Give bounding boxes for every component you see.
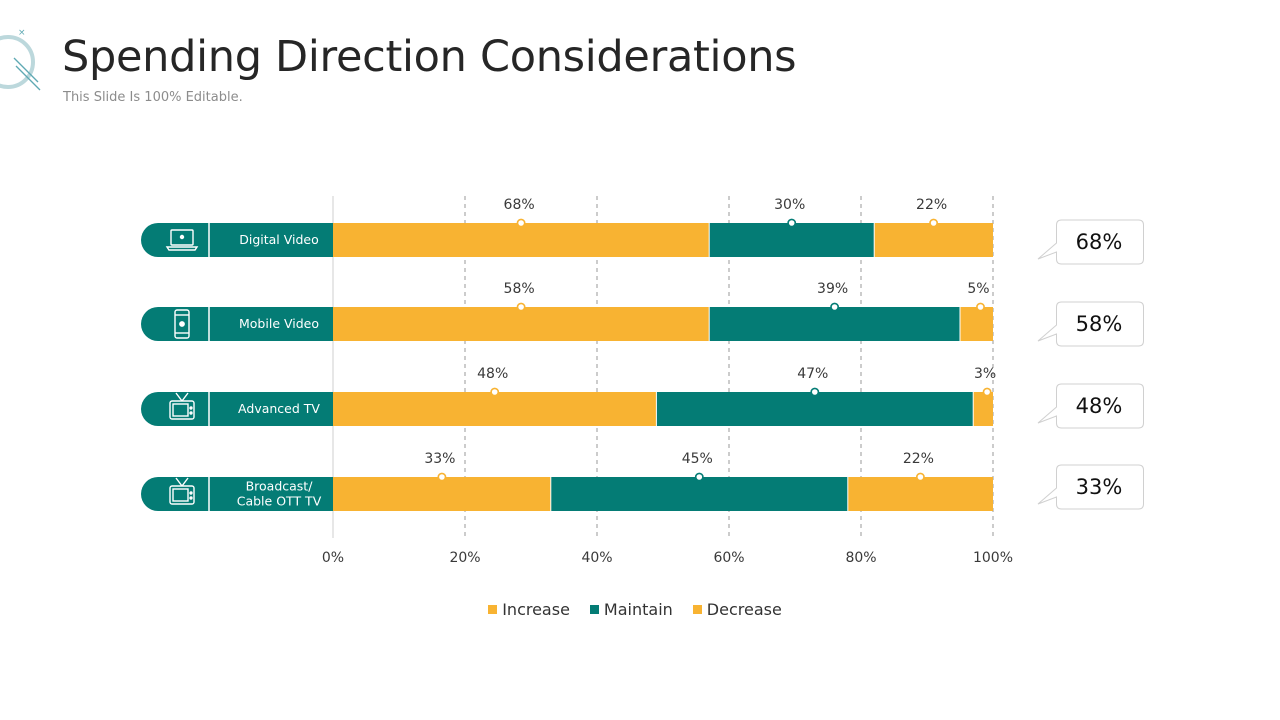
bar-segment-decrease (874, 223, 993, 257)
category-label-line: Mobile Video (239, 316, 319, 331)
bar-segment-maintain (709, 307, 960, 341)
bar-segment-increase (333, 477, 551, 511)
data-point-marker (437, 472, 447, 482)
category-label: Broadcast/Cable OTT TV (237, 479, 322, 509)
callout-bubble-shape (1037, 219, 1144, 265)
category-pill-digital-video (141, 223, 333, 257)
legend-item-increase: Increase (488, 600, 570, 619)
data-point-marker (830, 302, 839, 312)
category-label-line: Advanced TV (238, 401, 320, 416)
callout-bubble-shape (1037, 464, 1144, 510)
x-tick-label: 80% (845, 550, 876, 566)
data-label-maintain: 45% (682, 451, 713, 467)
data-label-decrease: 5% (967, 281, 989, 297)
data-point-marker (787, 218, 797, 228)
page-title: Spending Direction Considerations (62, 32, 797, 82)
legend-label-increase: Increase (502, 600, 570, 619)
x-tick-label: 20% (449, 550, 480, 566)
callout-broadcast-cable-ott-tv: 33% (1036, 464, 1146, 510)
data-label-maintain: 30% (774, 197, 805, 213)
bar-segment-maintain (709, 223, 875, 257)
data-point-marker (694, 472, 704, 482)
data-label-decrease: 22% (916, 197, 947, 213)
data-label-increase: 68% (504, 197, 535, 213)
legend-swatch-decrease (692, 605, 702, 614)
data-point-marker (516, 302, 526, 312)
legend-swatch-maintain (589, 605, 599, 614)
data-label-decrease: 22% (903, 451, 934, 467)
x-tick-label: 60% (713, 550, 744, 566)
data-point-marker (490, 387, 500, 397)
data-label-increase: 58% (504, 281, 535, 297)
callout-bubble-shape (1037, 301, 1144, 347)
callout-bubble-shape (1037, 383, 1144, 429)
bar-segment-maintain (550, 477, 848, 511)
legend-item-decrease: Decrease (692, 600, 782, 619)
data-point-marker (976, 302, 985, 312)
legend-label-maintain: Maintain (603, 600, 673, 619)
callout-value: 68% (1075, 230, 1123, 254)
callout-value: 48% (1075, 394, 1123, 418)
tv-icon (169, 477, 195, 505)
callout-digital-video: 68% (1036, 219, 1146, 265)
bar-segment-increase (333, 392, 657, 426)
data-label-increase: 33% (424, 451, 455, 467)
laptop-icon (165, 229, 199, 251)
bar-segment-decrease (960, 307, 993, 341)
x-tick-label: 100% (973, 550, 1013, 566)
category-label-line: Digital Video (239, 232, 319, 247)
callout-value: 33% (1075, 475, 1123, 499)
decorative-circle-graphic: × (0, 28, 41, 91)
legend-swatch-increase (488, 605, 498, 614)
x-tick-label: 40% (581, 550, 612, 566)
category-label: Mobile Video (239, 316, 319, 331)
bar-segment-increase (333, 223, 710, 257)
bar-segment-decrease (973, 392, 993, 426)
callout-mobile-video: 58% (1036, 301, 1146, 347)
svg-text:×: × (18, 28, 26, 38)
category-label: Advanced TV (238, 401, 320, 416)
data-label-decrease: 3% (974, 366, 996, 382)
data-point-marker (929, 218, 938, 228)
bar-segment-increase (333, 307, 710, 341)
data-point-marker (516, 218, 526, 228)
x-tick-label: 0% (322, 550, 344, 566)
mobile-phone-icon (174, 309, 190, 339)
category-label-line: Broadcast/ (246, 479, 314, 494)
callout-advanced-tv: 48% (1036, 383, 1146, 429)
category-label: Digital Video (239, 232, 319, 247)
legend-label-decrease: Decrease (706, 600, 782, 619)
bar-segment-maintain (656, 392, 974, 426)
page-subtitle: This Slide Is 100% Editable. (63, 90, 243, 105)
data-label-maintain: 47% (797, 366, 828, 382)
category-label-line: Cable OTT TV (237, 494, 322, 509)
chart-legend: Increase Maintain Decrease (0, 600, 1270, 619)
tv-icon (169, 392, 195, 420)
data-point-marker (810, 387, 820, 397)
data-label-maintain: 39% (817, 281, 848, 297)
data-point-marker (916, 472, 925, 482)
data-label-increase: 48% (477, 366, 508, 382)
callout-value: 58% (1075, 312, 1123, 336)
legend-item-maintain: Maintain (589, 600, 673, 619)
data-point-marker (982, 387, 992, 397)
bar-segment-decrease (847, 477, 993, 511)
